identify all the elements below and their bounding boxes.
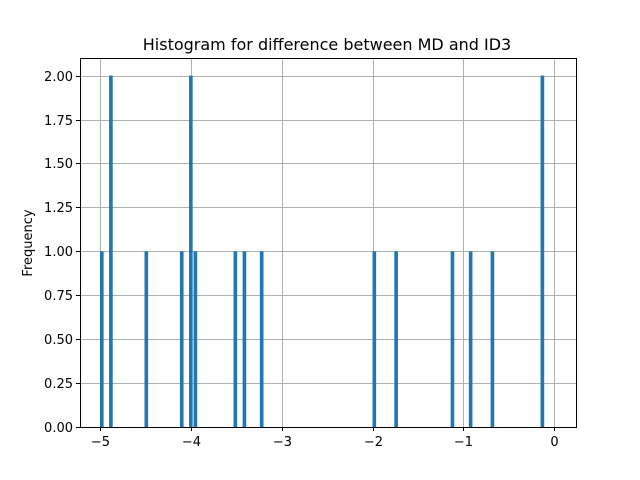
y-tick-label-3: 0.75 <box>44 289 73 304</box>
histogram-bar-14 <box>540 75 545 428</box>
x-tick-label-0: −5 <box>91 435 110 450</box>
y-tick-label-1: 0.25 <box>44 377 73 392</box>
histogram-bar-1 <box>109 75 113 428</box>
histogram-bar-8 <box>259 251 264 427</box>
x-tick-label-3: −2 <box>364 435 383 450</box>
x-tick-label-2: −3 <box>273 435 292 450</box>
histogram-bar-10 <box>394 251 398 427</box>
y-axis-label: Frequency <box>21 209 36 276</box>
x-tick-label-5: 0 <box>550 435 558 450</box>
histogram-bar-0 <box>99 251 104 427</box>
y-tick-label-5: 1.25 <box>44 201 73 216</box>
histogram-bar-6 <box>233 251 238 427</box>
y-tick-label-8: 2.00 <box>44 70 73 85</box>
histogram-bar-2 <box>144 251 149 427</box>
grid-lines <box>80 58 576 428</box>
y-tick-label-2: 0.50 <box>44 333 73 348</box>
y-tick-label-6: 1.50 <box>44 157 73 172</box>
histogram-bar-7 <box>242 251 247 427</box>
histogram-bar-3 <box>179 251 184 427</box>
plot-frame <box>80 58 577 428</box>
histogram-bar-12 <box>468 251 473 427</box>
histogram-bar-5 <box>193 251 198 427</box>
chart-title: Histogram for difference between MD and … <box>143 35 511 54</box>
y-tick-label-0: 0.00 <box>44 421 73 436</box>
y-tick-label-7: 1.75 <box>44 114 73 129</box>
histogram-bar-11 <box>450 251 455 427</box>
histogram-bars <box>99 75 545 428</box>
x-tick-label-1: −4 <box>182 435 201 450</box>
histogram-bar-9 <box>372 251 377 427</box>
axes <box>76 58 577 431</box>
y-tick-label-4: 1.00 <box>44 245 73 260</box>
tick-labels: −5 −4 −3 −2 −1 0 0.00 0.25 0.50 0.75 1.00 1.25 1.50 1… <box>44 70 559 450</box>
x-tick-label-4: −1 <box>454 435 473 450</box>
histogram-bar-4 <box>189 75 193 428</box>
histogram-bar-13 <box>490 251 495 427</box>
